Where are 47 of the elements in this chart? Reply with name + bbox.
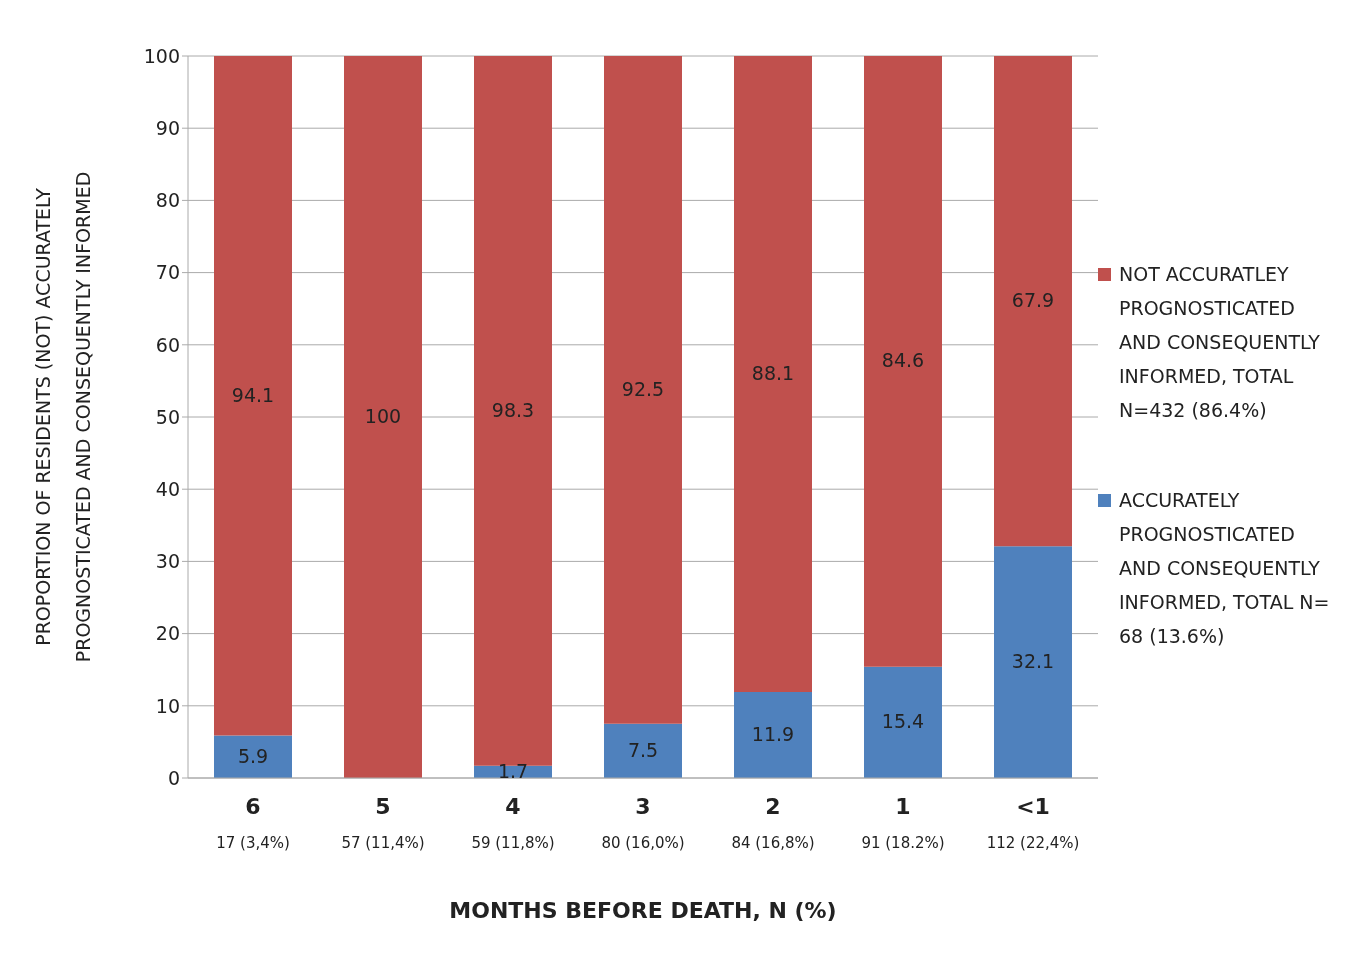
- bar: [214, 735, 292, 778]
- bar: [994, 546, 1072, 778]
- x-tick-label: 5 57 (11,4%): [341, 794, 425, 852]
- data-label: 67.9: [1011, 289, 1055, 312]
- bar: [604, 723, 682, 778]
- y-tick-label: 30: [155, 550, 180, 573]
- y-tick-label: 20: [155, 622, 180, 645]
- x-tick-label: 3 80 (16,0%): [601, 794, 685, 852]
- bar: [344, 56, 422, 778]
- bar: [474, 56, 552, 766]
- y-tick-label: 90: [155, 116, 180, 139]
- bar: [604, 56, 682, 724]
- bar: [214, 56, 292, 736]
- data-label: 94.1: [231, 383, 275, 406]
- y-tick-label: 70: [155, 261, 180, 284]
- y-tick-label: 60: [155, 333, 180, 356]
- bar: [994, 56, 1072, 547]
- y-tick-label: 80: [155, 189, 180, 212]
- data-label: 88.1: [751, 362, 795, 385]
- data-label: 84.6: [881, 349, 925, 372]
- data-label: 5.9: [237, 744, 269, 767]
- data-label: 7.5: [627, 738, 659, 761]
- y-tick-label: 40: [155, 477, 180, 500]
- x-tick-label: <1 112 (22,4%): [986, 794, 1080, 852]
- data-label: 32.1: [1011, 650, 1055, 673]
- x-tick-label: 4 59 (11,8%): [471, 794, 555, 852]
- x-tick-label: 6 17 (3,4%): [216, 794, 290, 852]
- data-label: 92.5: [621, 377, 665, 400]
- bar: [734, 56, 812, 693]
- x-tick-label: 2 84 (16,8%): [731, 794, 815, 852]
- legend-label: ACCURATELY PROGNOSTICATED AND CONSEQUENTLY INFORMED, TOTAL N= 68 (13.6%): [1119, 488, 1331, 649]
- bar: [864, 666, 942, 778]
- y-tick-label: 0: [167, 766, 180, 789]
- x-axis-title: MONTHS BEFORE DEATH, N (%): [449, 898, 837, 923]
- y-axis-title: PROPORTION OF RESIDENTS (NOT) ACCURATELY PROGNOSTICATED AND CONSEQUENTLY INFORMED: [32, 171, 94, 663]
- legend-label: NOT ACCURATLEY PROGNOSTICATED AND CONSEQUENTLY INFORMED, TOTAL N=432 (86.4%): [1119, 262, 1321, 423]
- bar: [864, 56, 942, 667]
- y-tick-label: 10: [155, 694, 180, 717]
- data-label: 1.7: [497, 759, 529, 782]
- y-tick-label: 100: [143, 44, 180, 67]
- data-label: 98.3: [491, 398, 535, 421]
- data-label: 11.9: [751, 723, 795, 746]
- x-tick-label: 1 91 (18.2%): [861, 794, 945, 852]
- data-label: 15.4: [881, 710, 925, 733]
- y-tick-label: 50: [155, 405, 180, 428]
- bar: [734, 692, 812, 778]
- data-label: 100: [364, 405, 402, 427]
